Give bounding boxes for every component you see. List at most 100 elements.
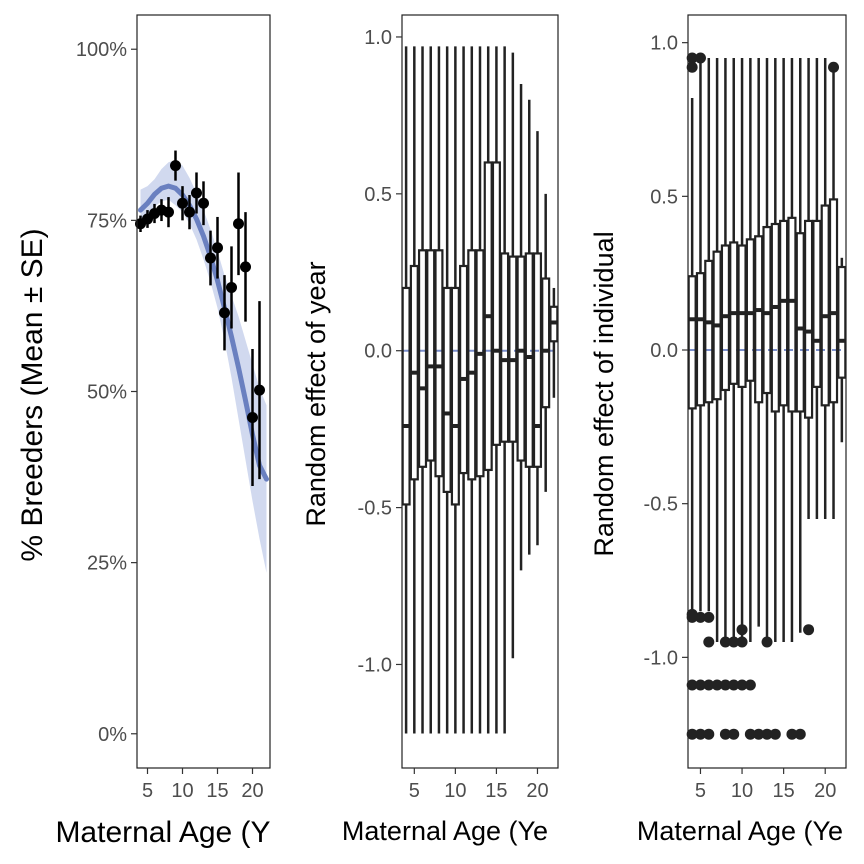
data-point [240, 261, 251, 273]
box-16 [787, 58, 797, 642]
box-18 [803, 58, 814, 520]
y-tick-label: 0.0 [650, 340, 678, 362]
data-point [184, 206, 195, 218]
data-point [198, 197, 209, 209]
box-21 [828, 67, 839, 520]
y-tick-label: 0.5 [650, 186, 678, 208]
outlier-point [686, 728, 698, 740]
data-point [219, 307, 230, 319]
breeders-panel: 0%25%50%75%100% 5 10 15 20 Maternal Age (Y … [16, 14, 271, 849]
outlier-point [761, 728, 773, 740]
box-body [459, 264, 469, 475]
outlier-point [686, 679, 698, 691]
box-19 [524, 99, 534, 555]
outlier-point [703, 611, 715, 623]
outlier-point [686, 61, 698, 73]
y-tick-label: 100% [76, 39, 127, 61]
box-20 [532, 131, 543, 546]
panel-border [687, 14, 847, 769]
y-tick-label: 1.0 [364, 27, 392, 49]
box-17 [508, 52, 518, 659]
y-tick-label: 0.0 [364, 341, 392, 363]
x-tick-label: 20 [814, 780, 836, 802]
x-axis-label: Maternal Age (Ye [342, 816, 548, 846]
outlier-point [769, 728, 781, 740]
box-22 [837, 257, 847, 443]
x-tick-label: 15 [485, 780, 507, 802]
box-body [687, 275, 697, 410]
y-axis-label: Random effect of year [301, 261, 331, 526]
box-body [779, 219, 789, 407]
box-7 [426, 46, 436, 734]
x-tick-label: 10 [171, 780, 193, 802]
box-12 [754, 58, 764, 627]
outlier-point [719, 679, 731, 691]
box-11 [459, 46, 469, 734]
outlier-point [703, 679, 715, 691]
box-body [450, 286, 460, 506]
box-17 [795, 58, 805, 633]
box-4 [687, 97, 697, 612]
data-point [163, 206, 174, 218]
box-15 [491, 46, 501, 734]
box-5 [695, 58, 706, 612]
box-12 [467, 46, 477, 734]
box-body [426, 249, 436, 462]
box-9 [729, 58, 739, 642]
box-body [516, 255, 526, 462]
outlier-point [744, 728, 756, 740]
box-body [434, 249, 444, 478]
x-axis-label: Maternal Age (Ye [637, 816, 843, 846]
box-body [417, 249, 428, 468]
box-body [737, 244, 747, 388]
box-20 [820, 58, 830, 520]
box-body [770, 222, 780, 413]
outlier-point [686, 52, 698, 64]
outlier-point [703, 636, 715, 648]
data-point [233, 218, 244, 230]
outlier-point [728, 679, 740, 691]
box-body [442, 286, 452, 493]
box-body [795, 232, 805, 413]
data-point [212, 242, 223, 254]
y-axis-label: % Breeders (Mean ± SE) [16, 228, 49, 561]
outlier-point [786, 728, 798, 740]
box-13 [762, 58, 772, 642]
outlier-point [728, 728, 740, 740]
outlier-point [736, 679, 748, 691]
data-point [177, 197, 188, 209]
outlier-point [694, 611, 706, 623]
box-body [508, 255, 518, 443]
outlier-point [719, 728, 731, 740]
box-13 [475, 46, 485, 734]
box-body [475, 249, 485, 478]
outlier-point [736, 636, 748, 648]
box-16 [500, 46, 510, 734]
x-tick-label: 5 [142, 780, 153, 802]
box-body [828, 198, 839, 404]
y-tick-label: 0.5 [364, 184, 392, 206]
box-body [787, 216, 797, 413]
y-tick-label: 75% [87, 210, 127, 232]
box-10 [450, 46, 460, 734]
x-tick-label: 10 [444, 780, 466, 802]
box-14 [483, 46, 493, 734]
x-tick-label: 15 [206, 780, 228, 802]
y-tick-label: -0.5 [644, 494, 678, 516]
data-point [205, 252, 216, 264]
outlier-point [703, 728, 715, 740]
box-body [491, 161, 501, 446]
data-point [247, 412, 258, 424]
outlier-point [761, 636, 773, 648]
data-point [170, 160, 181, 172]
box-body [695, 272, 706, 407]
box-body [812, 219, 822, 388]
box-body [524, 252, 534, 468]
panel-border [401, 14, 559, 769]
x-tick-label: 20 [241, 780, 263, 802]
y-tick-label: -1.0 [644, 647, 678, 669]
box-body [541, 277, 551, 409]
y-tick-label: 0% [98, 724, 127, 746]
box-8 [434, 46, 444, 734]
